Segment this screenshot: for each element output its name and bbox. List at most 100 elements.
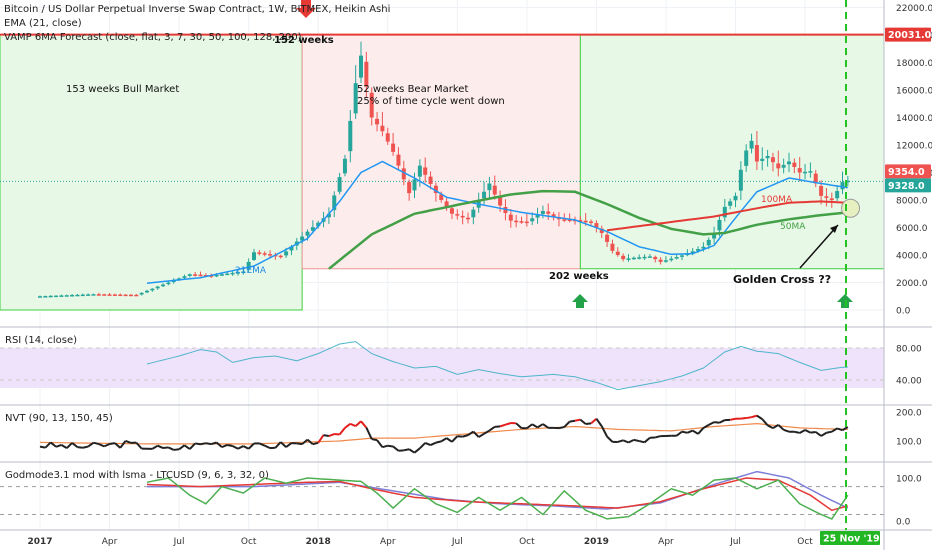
candle-body xyxy=(546,212,550,214)
nvt-segment xyxy=(794,432,799,433)
nvt-segment xyxy=(655,436,660,437)
nvt-segment xyxy=(810,432,815,433)
y-tick-label: 6000.0 xyxy=(896,224,928,234)
candle-body xyxy=(54,296,58,298)
candle-body xyxy=(359,56,363,78)
badge-date-text: 25 Nov '19 xyxy=(823,534,880,545)
nvt-segment xyxy=(297,443,302,444)
badge-price-1-text: 9354.0 xyxy=(888,167,925,178)
x-tick-label: Jul xyxy=(173,537,185,547)
nvt-segment xyxy=(826,432,831,433)
y-tick-label: 14000.0 xyxy=(896,114,932,124)
rsi-tick-label: 80.00 xyxy=(896,345,922,355)
candle-body xyxy=(605,235,609,242)
candle-body xyxy=(771,157,775,162)
candle-body xyxy=(648,256,652,258)
header-line-3: VAMP 6MA Forecast (close, flat, 3, 7, 30… xyxy=(4,32,302,43)
x-tick-label: 2017 xyxy=(27,537,52,547)
godmode-title: Godmode3.1 mod with lsma - LTCUSD (9, 6,… xyxy=(5,470,269,481)
candle-body xyxy=(787,162,791,165)
nvt-segment xyxy=(227,445,232,446)
candle-body xyxy=(220,274,224,276)
nvt-segment xyxy=(559,427,564,428)
nvt-segment xyxy=(372,439,377,440)
candle-body xyxy=(466,218,470,220)
candle-body xyxy=(225,274,229,276)
nvt-segment xyxy=(77,447,82,448)
candle-body xyxy=(396,155,400,166)
candle-body xyxy=(257,252,261,254)
candle-body xyxy=(231,273,235,275)
candle-body xyxy=(728,201,732,205)
candle-body xyxy=(343,159,347,174)
candle-body xyxy=(514,221,518,223)
candle-body xyxy=(161,285,165,287)
candle-body xyxy=(134,295,138,297)
candle-body xyxy=(760,159,764,161)
candle-body xyxy=(659,260,663,262)
candle-body xyxy=(841,182,845,189)
candle-body xyxy=(338,177,342,192)
candle-body xyxy=(792,163,796,167)
candle-body xyxy=(487,184,491,191)
x-tick-label: Jul xyxy=(729,537,741,547)
header-line-1: Bitcoin / US Dollar Perpetual Inverse Sw… xyxy=(4,4,390,15)
y-tick-label: 2000.0 xyxy=(896,279,928,289)
y-tick-label: 0.0 xyxy=(896,307,911,317)
nvt-segment xyxy=(682,432,687,433)
candle-body xyxy=(835,191,839,198)
candle-body xyxy=(525,222,529,224)
candle-body xyxy=(156,287,160,289)
nvt-segment xyxy=(94,443,99,444)
candle-body xyxy=(108,294,112,296)
y-tick-label: 12000.0 xyxy=(896,142,932,152)
x-tick-label: Oct xyxy=(241,537,257,547)
candle-body xyxy=(423,167,427,174)
annotation-bottom-weeks: 202 weeks xyxy=(549,271,609,282)
candle-body xyxy=(653,257,657,259)
nvt-segment xyxy=(83,447,88,448)
annotation-top-weeks: 152 weeks xyxy=(274,35,334,46)
candle-body xyxy=(455,214,459,216)
candle-body xyxy=(380,126,384,132)
candle-body xyxy=(755,145,759,162)
candle-body xyxy=(750,141,754,149)
nvt-segment xyxy=(40,447,45,448)
candle-body xyxy=(429,177,433,184)
zone-recovery xyxy=(580,35,884,269)
x-tick-label: Apr xyxy=(380,537,396,547)
candle-body xyxy=(717,220,721,230)
nvt-segment xyxy=(714,422,719,423)
candle-body xyxy=(70,295,74,297)
rsi-tick-label: 40.00 xyxy=(896,377,922,387)
nvt-segment xyxy=(174,449,179,450)
candle-body xyxy=(637,257,641,259)
candle-body xyxy=(102,294,106,296)
candle-body xyxy=(86,294,90,296)
god-tick-label: 0.0 xyxy=(896,518,911,528)
candle-body xyxy=(562,219,566,221)
candle-body xyxy=(675,257,679,259)
candle-body xyxy=(530,218,534,221)
candle-body xyxy=(182,276,186,278)
candle-body xyxy=(520,221,524,223)
candle-body xyxy=(386,133,390,141)
candle-body xyxy=(252,252,256,260)
x-tick-label: Apr xyxy=(658,537,674,547)
candle-body xyxy=(680,255,684,257)
nvt-segment xyxy=(575,420,580,421)
rsi-band xyxy=(0,348,884,388)
candle-body xyxy=(766,156,770,158)
god-tick-label: 100.0 xyxy=(896,475,922,485)
candle-body xyxy=(461,216,465,218)
nvt-segment xyxy=(741,418,746,419)
badge-price-2-text: 9328.0 xyxy=(888,181,925,192)
candle-body xyxy=(118,295,122,297)
candle-body xyxy=(81,295,85,297)
nvt-segment xyxy=(746,417,751,418)
nvt-title: NVT (90, 13, 150, 45) xyxy=(5,413,113,424)
candle-body xyxy=(744,151,748,166)
annotation-bull-market: 153 weeks Bull Market xyxy=(66,84,179,95)
badge-level-text: 20031.0 xyxy=(888,30,932,41)
